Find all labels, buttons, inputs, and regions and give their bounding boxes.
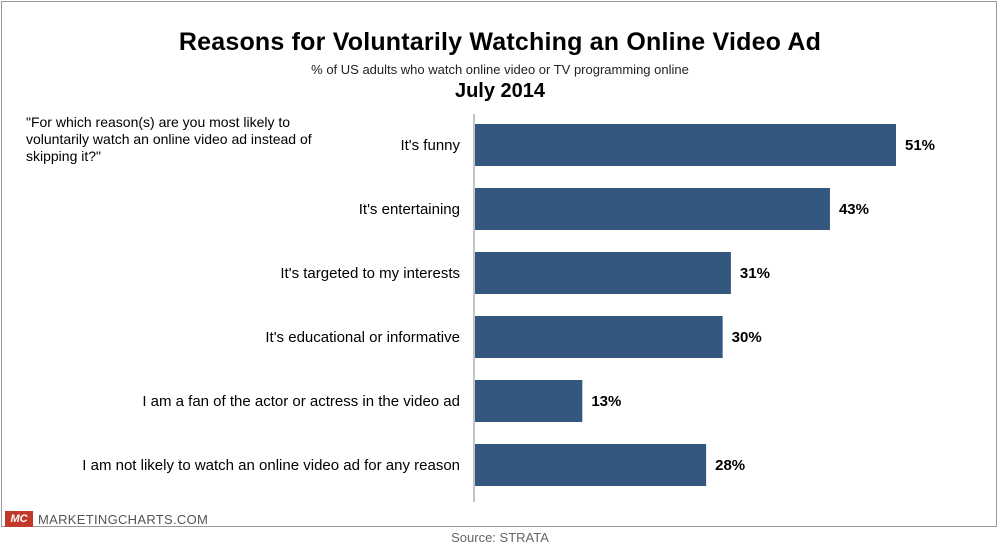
category-label-2: It's targeted to my interests [280,265,460,282]
value-label-3: 30% [732,329,762,346]
chart-title: Reasons for Voluntarily Watching an Onli… [178,28,822,56]
marketingcharts-logo: MC [5,511,33,527]
value-label-2: 31% [740,265,770,282]
bar-3 [475,316,723,358]
bar-5 [475,444,707,486]
bar-4 [475,380,583,422]
category-label-4: I am a fan of the actor or actress in th… [142,393,460,410]
brand-name[interactable]: MARKETINGCHARTS.COM [38,511,209,527]
brand: MC MARKETINGCHARTS.COM [5,511,208,527]
chart-subtitle: % of US adults who watch online video or… [311,62,689,77]
chart-date: July 2014 [454,80,546,102]
value-label-5: 28% [715,457,745,474]
survey-question: "For which reason(s) are you most likely… [26,114,312,164]
value-label-0: 51% [905,137,935,154]
category-label-5: I am not likely to watch an online video… [82,457,460,474]
category-label-3: It's educational or informative [265,329,460,346]
category-label-0: It's funny [400,137,460,154]
bar-2 [475,252,731,294]
bar-0 [475,124,896,166]
value-label-4: 13% [591,393,621,410]
source-note: Source: STRATA [451,530,549,545]
category-label-1: It's entertaining [359,201,460,218]
value-label-1: 43% [839,201,869,218]
bar-1 [475,188,830,230]
